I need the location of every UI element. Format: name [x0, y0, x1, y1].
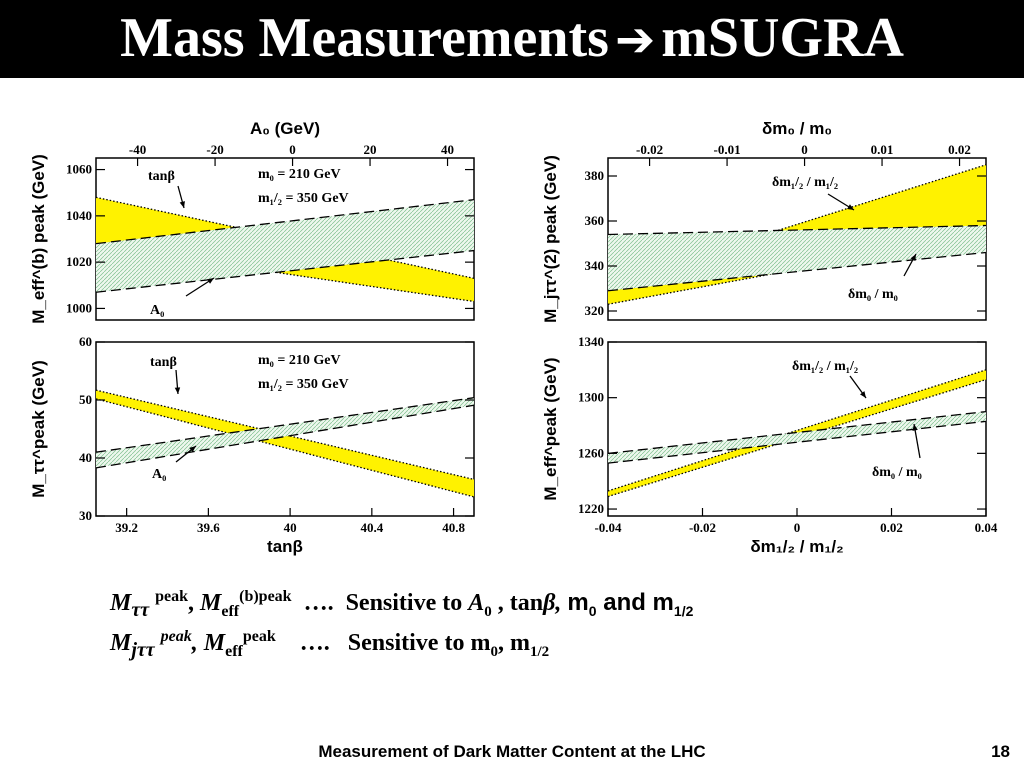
y-tick-label: 60	[79, 334, 92, 349]
page-number: 18	[991, 742, 1010, 761]
chart-top-left: 1000 1020 1040 1060 -40 -20 0 20 40 A₀ (GeV) M_eff…	[29, 119, 475, 324]
x-tick-label: 0.02	[948, 142, 971, 157]
band-edge	[607, 164, 987, 285]
y-axis-title: M_eff^(b) peak (GeV)	[29, 154, 48, 324]
x-tick-label: 40.8	[442, 520, 465, 535]
y-tick-label: 320	[585, 303, 605, 318]
band-edge	[607, 233, 987, 305]
x-axis-title: δm₁/₂ / m₁/₂	[750, 537, 843, 556]
y-tick-label: 1060	[66, 162, 92, 177]
chart-bottom-right: 1220 1260 1300 1340 -0.04 -0.02 0 0.02 0.04 δm₁/₂…	[541, 334, 998, 556]
x-tick-label: -20	[206, 142, 223, 157]
band-edge	[95, 199, 475, 245]
annotation-label: m₁/₂ = 350 GeV	[258, 377, 349, 392]
x-tick-label: 40	[441, 142, 454, 157]
band-edge	[95, 404, 475, 469]
plot-frame	[95, 341, 475, 517]
x-tick-label: 0.04	[975, 520, 998, 535]
y-tick-label: 1300	[578, 390, 604, 405]
caption-line-2: Mjττ peak, Meffpeak …. Sensitive to m0, …	[110, 628, 550, 661]
annotation-label: tanβ	[150, 355, 177, 370]
y-tick-label: 380	[585, 168, 605, 183]
x-tick-label: 0.01	[871, 142, 894, 157]
footer-text: Measurement of Dark Matter Content at th…	[318, 742, 706, 761]
arrow-head	[912, 424, 918, 431]
arrow-head	[179, 201, 185, 208]
band-edge	[607, 251, 987, 292]
annotation-label: δm₁/₂ / m₁/₂	[792, 359, 858, 374]
top-axis-title: δm₀ / m₀	[762, 119, 832, 138]
band-edge	[607, 410, 987, 455]
annotation-label: δm₀ / m₀	[872, 465, 922, 480]
x-tick-label: 0	[801, 142, 808, 157]
band-edge	[607, 224, 987, 236]
y-tick-label: 40	[79, 450, 92, 465]
x-tick-label: 39.6	[197, 520, 220, 535]
x-tick-label: 0	[794, 520, 801, 535]
arrow-icon: ➔	[614, 12, 656, 68]
y-tick-label: 1260	[578, 445, 604, 460]
arrow-head	[189, 446, 196, 453]
y-tick-label: 1000	[66, 300, 92, 315]
x-tick-label: -0.02	[636, 142, 663, 157]
annotation-label: m₀ = 210 GeV	[258, 353, 341, 368]
y-tick-label: 360	[585, 213, 605, 228]
x-tick-label: -0.04	[594, 520, 622, 535]
y-tick-label: 30	[79, 508, 92, 523]
arrow-head	[910, 254, 916, 261]
annotation-label: δm₀ / m₀	[848, 287, 898, 302]
x-tick-label: 40.4	[360, 520, 383, 535]
y-axis-title: M_eff^peak (GeV)	[541, 357, 560, 500]
caption-line-1: Mττ peak, Meff(b)peak …. Sensitive to A0…	[110, 588, 694, 621]
x-tick-label: -40	[129, 142, 146, 157]
title-left: Mass Measurements	[120, 7, 609, 69]
y-axis-title: M_jττ^(2) peak (GeV)	[541, 155, 560, 323]
annotation-label: m₁/₂ = 350 GeV	[258, 191, 349, 206]
x-tick-label: 0	[289, 142, 296, 157]
annotation-label: m₀ = 210 GeV	[258, 167, 341, 182]
annotation-label: A₀	[152, 467, 166, 482]
y-tick-label: 1040	[66, 208, 92, 223]
arrow-head	[207, 278, 214, 284]
green-band	[96, 199, 474, 293]
y-tick-label: 50	[79, 392, 92, 407]
x-tick-label: 20	[364, 142, 377, 157]
y-tick-label: 340	[585, 258, 605, 273]
x-tick-label: 40	[284, 520, 297, 535]
y-tick-label: 1340	[578, 334, 604, 349]
y-tick-label: 1220	[578, 501, 604, 516]
band-edge	[607, 420, 987, 464]
x-axis-title: tanβ	[267, 537, 303, 556]
band-edge	[95, 397, 475, 453]
slide-title: Mass Measurements ➔ mSUGRA	[0, 2, 1024, 76]
y-axis-title: M_ττ^peak (GeV)	[29, 360, 48, 498]
plot-frame	[607, 341, 987, 517]
x-tick-label: -0.01	[714, 142, 741, 157]
arrow-head	[847, 204, 854, 210]
title-bar: Mass Measurements ➔ mSUGRA	[0, 0, 1024, 78]
x-tick-label: 39.2	[115, 520, 138, 535]
band-edge	[95, 249, 475, 293]
arrow-head	[174, 387, 181, 394]
band-edge	[607, 378, 987, 498]
green-band	[608, 225, 986, 291]
annotation-label: δm₁/₂ / m₁/₂	[772, 175, 838, 190]
annotation-label: A₀	[150, 303, 164, 318]
annotation-label: tanβ	[148, 169, 175, 184]
green-band	[608, 411, 986, 464]
arrow-head	[860, 391, 866, 398]
top-axis-title: A₀ (GeV)	[250, 119, 320, 138]
chart-bottom-left: 30 40 50 60 39.2 39.6 40 40.4 40.8 tanβ M_ττ^peak …	[29, 334, 475, 556]
y-tick-label: 1020	[66, 254, 92, 269]
x-tick-label: -0.02	[689, 520, 716, 535]
yellow-band	[96, 390, 474, 497]
chart-top-right: 320 340 360 380 -0.02 -0.01 0 0.01 0.02 δm₀ / m₀ M…	[541, 119, 987, 323]
x-tick-label: 0.02	[880, 520, 903, 535]
title-right: mSUGRA	[661, 7, 904, 69]
